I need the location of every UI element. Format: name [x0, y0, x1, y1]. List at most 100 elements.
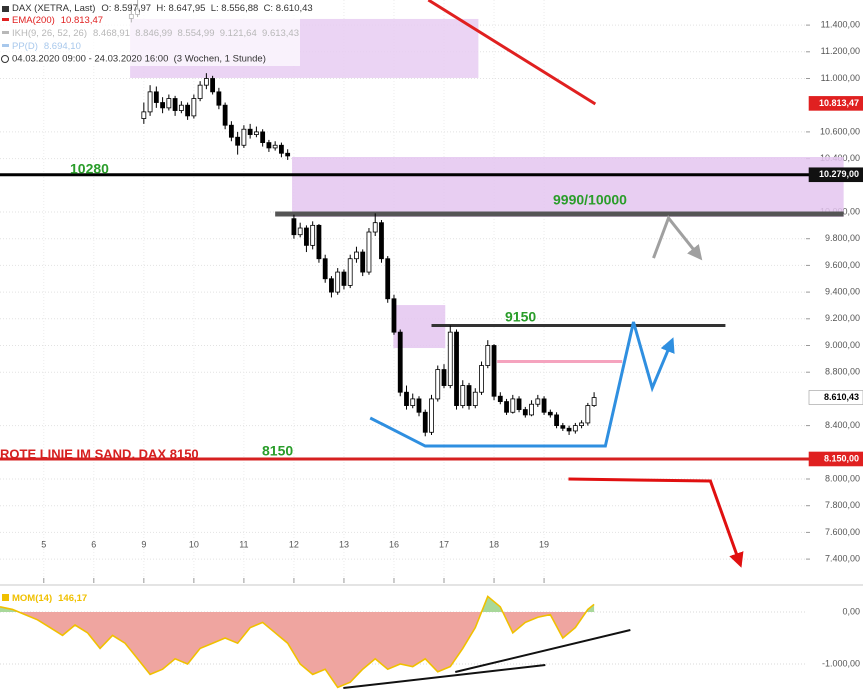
x-tick-label: 16 — [389, 539, 399, 549]
legend-swatch — [2, 31, 9, 34]
y-tick-label: 9.600,00 — [825, 260, 860, 270]
candle-body — [391, 298, 397, 333]
candle-body — [266, 142, 272, 149]
candle-body — [385, 258, 391, 300]
price-label-box — [808, 96, 863, 111]
y-tick-label: 9.400,00 — [825, 286, 860, 296]
momentum-line — [0, 595, 595, 689]
legend-entry: IKH(9, 26, 52, 26) 8.468,91 8.846,99 8.55… — [12, 28, 299, 39]
candle-body — [529, 403, 534, 416]
candle-body — [366, 231, 372, 273]
drawing-line — [568, 477, 744, 568]
x-tick-label: 10 — [189, 539, 199, 549]
candle-body — [335, 271, 341, 293]
legend-name: PP(D) — [12, 41, 38, 52]
candle-body — [253, 131, 259, 135]
candle-body — [429, 398, 434, 433]
candle-body — [504, 401, 509, 413]
price-label-box — [808, 451, 863, 467]
candle-body — [360, 251, 366, 273]
candle-body — [522, 409, 528, 416]
candle-body — [479, 365, 484, 393]
y-tick-label: 9.200,00 — [825, 313, 860, 323]
candle-body — [416, 398, 422, 413]
candle-body — [560, 425, 566, 429]
candle-body — [272, 144, 278, 149]
legend-name: EMA(200) — [12, 15, 55, 26]
x-tick-label: 13 — [339, 539, 349, 549]
candle-body — [516, 398, 522, 410]
candle-body — [260, 131, 266, 143]
y-tick-label: 7.600,00 — [825, 527, 860, 537]
candle-body — [185, 104, 191, 117]
candle-body — [191, 98, 197, 117]
y-tick-label: 11.400,00 — [821, 19, 860, 29]
candle-body — [241, 128, 247, 146]
legend-period: 04.03.2020 09:00 - 24.03.2020 16:00 (3 W… — [12, 54, 266, 65]
x-tick-label: 17 — [439, 539, 449, 549]
y-tick-label: 10.600,00 — [820, 126, 860, 136]
price-label: 10.813,47 — [819, 98, 859, 108]
y-tick-label: 8.800,00 — [825, 367, 860, 377]
y-tick-label: 8.000,00 — [825, 473, 860, 483]
candle-body — [216, 91, 222, 106]
drawing-line — [369, 321, 675, 448]
candle-body — [291, 218, 297, 236]
y-tick-label: 11.000,00 — [821, 73, 860, 83]
price-label-box — [808, 390, 863, 405]
candle-body — [310, 224, 316, 246]
y-tick-label: 8.400,00 — [825, 420, 860, 430]
candle-body — [178, 104, 184, 111]
candle-body — [228, 124, 234, 138]
x-tick-label: 19 — [539, 539, 549, 549]
candle-body — [341, 271, 347, 286]
momentum-value: 146,17 — [58, 593, 87, 604]
zone — [292, 156, 844, 217]
y-tick-label: 7.400,00 — [825, 553, 860, 563]
candle-body — [441, 369, 447, 386]
candle-body — [591, 397, 597, 406]
candle-body — [372, 222, 378, 233]
candle-body — [141, 111, 147, 119]
candle-body — [460, 385, 466, 406]
candle-body — [491, 345, 497, 397]
legend-value: 8.694,10 — [44, 41, 81, 52]
momentum-trend-line — [343, 663, 546, 690]
price-label: 10.279,00 — [819, 169, 859, 179]
x-tick-label: 18 — [489, 539, 499, 549]
legend-swatch — [2, 44, 9, 47]
candle-body — [404, 391, 409, 406]
momentum-legend: MOM(14) 146,17 — [12, 593, 87, 604]
candle-body — [354, 251, 359, 260]
annotation: 10280 — [70, 161, 109, 177]
drawing-line — [427, 0, 597, 106]
candle-body — [297, 227, 303, 236]
candle-body — [160, 102, 165, 109]
y-tick-label: 0,00 — [842, 606, 860, 616]
y-tick-label: -1.000,00 — [822, 658, 860, 668]
candle-body — [554, 414, 559, 427]
candle-body — [579, 422, 584, 427]
legend-backdrop — [0, 0, 300, 66]
drawing-line — [652, 215, 703, 261]
price-label-box — [808, 167, 863, 183]
x-tick-label: 12 — [289, 539, 299, 549]
candle-body — [329, 278, 334, 293]
candle-body — [147, 91, 153, 113]
y-tick-label: 7.800,00 — [825, 500, 860, 510]
annotation: 9150 — [505, 309, 536, 325]
legend-entry: PP(D) 8.694,10 — [12, 41, 81, 52]
legend-name: DAX (XETRA, Last) — [12, 3, 95, 14]
candle-body — [172, 98, 178, 111]
legend-entry: DAX (XETRA, Last) O: 8.597,97 H: 8.647,95… — [12, 3, 313, 14]
legend-swatch — [2, 18, 9, 21]
legend-value: 10.813,47 — [61, 15, 103, 26]
candle-body — [454, 331, 459, 406]
x-tick-label: 5 — [41, 539, 46, 549]
candle-body — [247, 128, 253, 135]
candle-body — [566, 427, 572, 432]
candle-body — [166, 98, 172, 109]
